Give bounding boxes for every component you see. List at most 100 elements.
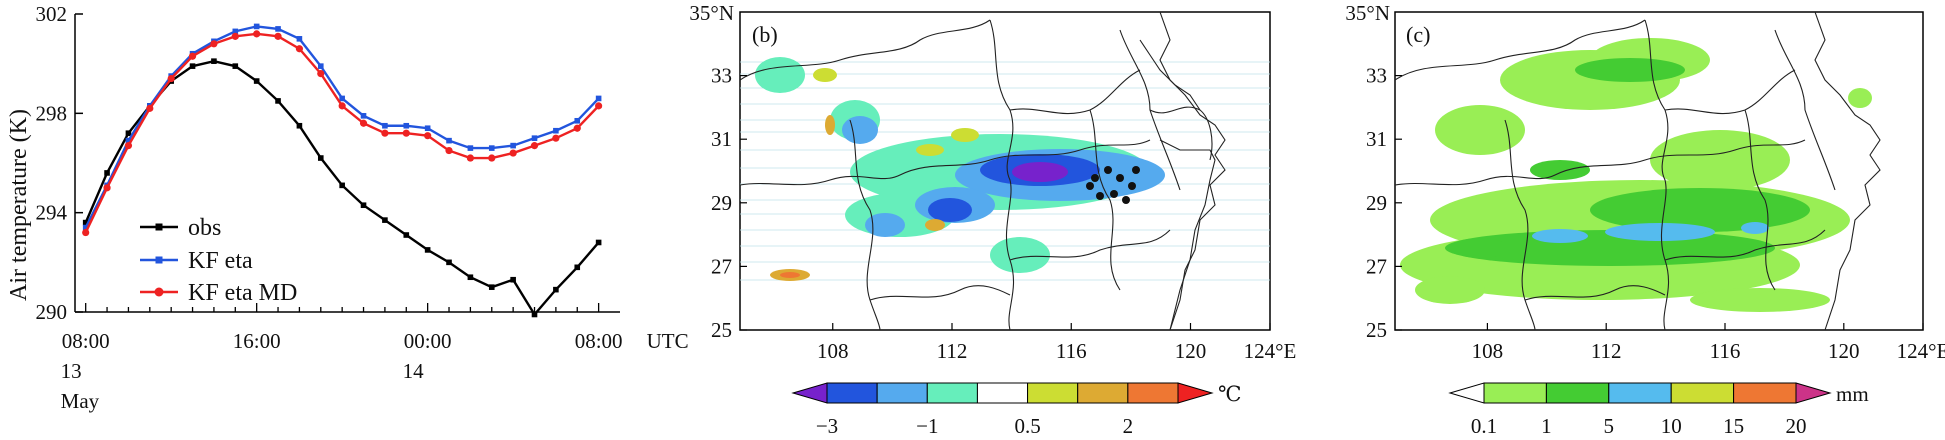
colorbar-label: −1: [916, 414, 938, 438]
colorbar-extend-high: [1795, 382, 1832, 404]
lat-tick-label: 33: [711, 64, 732, 88]
panel-c-coastline: [1814, 12, 1881, 330]
legend-kf-eta-label: KF eta: [188, 248, 253, 274]
legend-obs-marker: [155, 223, 163, 231]
point-obs: [104, 170, 110, 176]
point-kf-eta-md: [402, 129, 410, 137]
point-kf-eta-md: [466, 154, 474, 162]
point-kf-eta-md: [210, 40, 218, 48]
panel-b-lat-top-label: 35°N: [689, 1, 734, 25]
lon-tick-label: 120: [1175, 339, 1207, 363]
point-kf-eta-md: [424, 132, 432, 140]
point-obs: [510, 276, 516, 283]
colorbar-extend-low: [791, 382, 828, 404]
colorbar-bin: [1027, 382, 1079, 404]
lon-tick-label: 108: [817, 339, 849, 363]
point-kf-eta-md: [381, 129, 389, 137]
lat-tick-label: 31: [1366, 127, 1387, 151]
point-kf-eta: [531, 135, 538, 141]
point-obs: [317, 155, 324, 161]
panel-c-label: (c): [1406, 22, 1430, 47]
colorbar-bin: [1670, 382, 1735, 404]
point-obs: [531, 311, 538, 318]
panel-a-series: [82, 23, 603, 318]
point-kf-eta-md: [82, 228, 90, 237]
x-unit-label: UTC: [647, 329, 689, 353]
point-kf-eta: [296, 36, 303, 42]
colorbar-label: 5: [1604, 414, 1615, 438]
point-kf-eta: [253, 23, 260, 30]
x-tick-sublabel: 13: [61, 359, 82, 383]
panel-a-legend: obs KF eta KF eta MD: [140, 215, 297, 306]
point-kf-eta-md: [552, 134, 560, 142]
colorbar-unit: mm: [1836, 382, 1869, 406]
colorbar-label: 2: [1123, 414, 1134, 438]
legend-kf-eta-md-label: KF eta MD: [188, 280, 297, 306]
point-kf-eta: [574, 117, 581, 124]
point-kf-eta-md: [124, 142, 133, 150]
lon-tick-label: 112: [937, 339, 968, 363]
point-kf-eta: [339, 95, 345, 102]
point-kf-eta: [446, 137, 452, 144]
point-kf-eta-md: [445, 146, 453, 155]
point-obs: [296, 122, 303, 129]
y-tick-label: 298: [36, 101, 68, 125]
colorbar-bin: [1483, 382, 1547, 404]
point-kf-eta: [467, 145, 474, 151]
colorbar-bin: [876, 382, 928, 404]
x-tick-label: 16:00: [233, 329, 281, 353]
point-kf-eta: [403, 122, 410, 129]
point-obs: [488, 284, 495, 290]
point-obs: [595, 239, 602, 246]
panel-a-y-axis: 290 294 298 302: [36, 2, 83, 324]
point-obs: [403, 232, 410, 238]
point-obs: [446, 259, 452, 266]
panel-b-label: (b): [752, 22, 778, 47]
lat-tick-label: 27: [711, 254, 732, 278]
point-kf-eta-md: [167, 74, 175, 83]
point-kf-eta-md: [274, 32, 282, 40]
lon-tick-label: 124°E: [1897, 339, 1945, 363]
x-tick-label: 08:00: [575, 329, 623, 353]
point-kf-eta-md: [231, 32, 239, 40]
point-kf-eta-md: [253, 30, 261, 38]
panel-a-x-axis: 08:00 13 May 16:00 00:00 14 08:00 UTC: [61, 303, 689, 413]
y-tick-label: 302: [36, 2, 68, 26]
point-kf-eta: [488, 145, 495, 151]
colorbar-label: −3: [816, 414, 838, 438]
point-obs: [82, 219, 89, 226]
point-kf-eta: [360, 113, 367, 119]
point-kf-eta: [424, 125, 431, 132]
colorbar-label: 0.5: [1014, 414, 1040, 438]
point-obs: [382, 217, 388, 223]
panel-a-line-chart: Air temperature (K) 290 294 298 302 08:00 13…: [6, 2, 689, 413]
colorbar-label: 0.1: [1471, 414, 1497, 438]
x-tick-sublabel: 14: [403, 359, 425, 383]
point-kf-eta-md: [103, 184, 111, 192]
panel-c-precip-fields: [1400, 38, 1872, 312]
colorbar-label: 10: [1661, 414, 1682, 438]
colorbar-bin: [826, 382, 878, 404]
point-kf-eta-md: [488, 154, 496, 162]
point-kf-eta: [382, 122, 388, 129]
y-tick-label: 294: [36, 201, 68, 225]
panel-b-coastline: [1159, 12, 1226, 330]
colorbar-label: 20: [1786, 414, 1807, 438]
point-kf-eta-md: [317, 70, 325, 78]
point-kf-eta-md: [146, 104, 154, 112]
legend-kf-eta-md-marker: [154, 287, 164, 297]
colorbar-bin: [1733, 382, 1797, 404]
colorbar-label: 1: [1541, 414, 1552, 438]
lon-tick-label: 116: [1710, 339, 1741, 363]
lat-tick-label: 33: [1366, 64, 1387, 88]
point-kf-eta: [275, 26, 281, 32]
lat-tick-label: 31: [711, 127, 732, 151]
panel-b-province-borders: [740, 19, 1216, 330]
point-obs: [189, 63, 196, 69]
point-obs: [275, 98, 281, 104]
point-kf-eta: [232, 28, 239, 35]
point-obs: [125, 130, 132, 136]
point-kf-eta-md: [295, 45, 304, 53]
